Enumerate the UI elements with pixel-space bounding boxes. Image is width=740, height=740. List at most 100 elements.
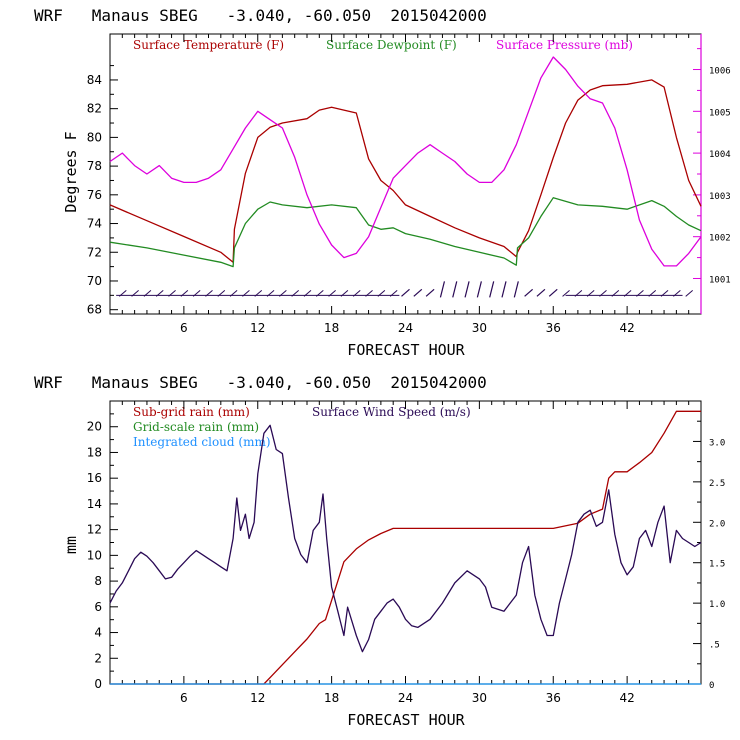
wind-barb bbox=[501, 281, 507, 298]
wind-barb bbox=[180, 289, 189, 297]
x-tick-label: 6 bbox=[180, 691, 188, 705]
wind-barb bbox=[229, 289, 238, 297]
x-tick-label: 6 bbox=[180, 321, 188, 335]
x-tick-label: 36 bbox=[546, 691, 561, 705]
y2-tick-label: 2.5 bbox=[709, 479, 725, 489]
x-tick-label: 18 bbox=[324, 691, 339, 705]
y-tick-label: 78 bbox=[87, 159, 102, 173]
series-line-surface-dewpoint-f bbox=[109, 197, 702, 268]
wind-barb bbox=[279, 289, 287, 297]
wind-barb bbox=[623, 289, 632, 297]
y2-tick-label: 1004 bbox=[709, 150, 731, 160]
y-tick-label: 6 bbox=[94, 600, 102, 614]
y-tick-label: 72 bbox=[87, 245, 102, 259]
wind-barb bbox=[192, 289, 201, 297]
wind-barb bbox=[143, 289, 152, 297]
y-tick-label: 68 bbox=[87, 303, 102, 317]
panel1-y-axis-label: Degrees F bbox=[62, 131, 80, 212]
precip-wind-panel: WRF Manaus SBEG -3.040, -60.050 20150420… bbox=[34, 373, 725, 729]
wind-barb bbox=[328, 289, 336, 297]
x-tick-label: 12 bbox=[250, 691, 265, 705]
y-tick-label: 12 bbox=[87, 523, 102, 537]
y-tick-label: 76 bbox=[87, 188, 102, 202]
wind-barb bbox=[389, 289, 398, 297]
legend-subgrid-rain: Sub-grid rain (mm) bbox=[133, 405, 250, 419]
panel2-y-axis-label: mm bbox=[62, 536, 80, 554]
y2-tick-label: 1003 bbox=[709, 192, 731, 202]
wind-barb bbox=[636, 289, 644, 297]
x-tick-label: 24 bbox=[398, 321, 413, 335]
wind-barb bbox=[673, 289, 681, 297]
wind-barb bbox=[291, 289, 300, 297]
wind-barb bbox=[489, 281, 495, 298]
y-tick-label: 4 bbox=[94, 626, 102, 640]
y2-tick-label: 0 bbox=[709, 681, 714, 691]
x-tick-label: 30 bbox=[472, 321, 487, 335]
x-tick-label: 24 bbox=[398, 691, 413, 705]
y-tick-label: 16 bbox=[87, 471, 102, 485]
y-tick-label: 70 bbox=[87, 274, 102, 288]
y-tick-label: 0 bbox=[94, 677, 102, 691]
wind-barb bbox=[401, 288, 410, 297]
y2-tick-label: 2.0 bbox=[709, 519, 725, 529]
panel2-x-axis-label: FORECAST HOUR bbox=[347, 711, 465, 729]
panel1-x-axis-label: FORECAST HOUR bbox=[347, 341, 465, 359]
y-tick-label: 8 bbox=[94, 574, 102, 588]
wind-barb bbox=[303, 289, 312, 297]
wind-barb bbox=[155, 289, 164, 297]
plot-frame-1 bbox=[109, 33, 702, 315]
y-tick-label: 2 bbox=[94, 651, 102, 665]
wind-barb bbox=[599, 289, 607, 297]
wind-barb bbox=[574, 289, 583, 297]
wind-barb bbox=[377, 289, 386, 297]
y2-tick-label: 1005 bbox=[709, 108, 731, 118]
y-tick-label: 18 bbox=[87, 445, 102, 459]
wind-barb bbox=[352, 289, 361, 297]
y2-tick-label: 1001 bbox=[709, 275, 731, 285]
y2-tick-label: 1.0 bbox=[709, 600, 725, 610]
wind-barb bbox=[685, 289, 694, 297]
wind-barb bbox=[524, 288, 534, 297]
legend-gridscale-rain: Grid-scale rain (mm) bbox=[133, 420, 259, 434]
x-tick-label: 30 bbox=[472, 691, 487, 705]
panel2-title: WRF Manaus SBEG -3.040, -60.050 20150420… bbox=[34, 373, 487, 392]
y-tick-label: 74 bbox=[87, 217, 102, 231]
wind-barb bbox=[562, 289, 570, 297]
series-line-surface-pressure-mb bbox=[109, 56, 702, 267]
wind-barb bbox=[536, 288, 546, 297]
wind-barb bbox=[315, 289, 324, 297]
legend-surface-pressure: Surface Pressure (mb) bbox=[496, 38, 633, 52]
wind-barb bbox=[464, 281, 470, 298]
series-line-surface-wind-speed-m-s bbox=[109, 424, 702, 653]
wind-barb bbox=[548, 288, 558, 297]
wind-barb bbox=[513, 281, 519, 298]
y2-tick-label: .5 bbox=[709, 641, 720, 651]
legend-surface-dewpoint: Surface Dewpoint (F) bbox=[326, 38, 457, 52]
y-tick-label: 14 bbox=[87, 497, 102, 511]
wind-barb bbox=[340, 289, 349, 297]
y2-tick-label: 1002 bbox=[709, 234, 731, 244]
series-line-surface-temperature-f bbox=[109, 79, 702, 263]
legend-integrated-cloud: Integrated cloud (mm) bbox=[133, 435, 271, 449]
y2-tick-label: 1.5 bbox=[709, 560, 725, 570]
wind-barb bbox=[452, 281, 458, 298]
y-tick-label: 20 bbox=[87, 420, 102, 434]
wind-barb bbox=[413, 288, 423, 297]
y-tick-label: 82 bbox=[87, 102, 102, 116]
wind-barb bbox=[660, 289, 669, 297]
wind-barb bbox=[476, 281, 482, 298]
wind-barb bbox=[648, 289, 657, 297]
wind-barb bbox=[365, 289, 373, 297]
y-tick-label: 80 bbox=[87, 130, 102, 144]
temperature-panel: WRF Manaus SBEG -3.040, -60.050 20150420… bbox=[34, 6, 731, 359]
wind-barb bbox=[611, 289, 620, 297]
wind-barb bbox=[254, 289, 263, 297]
y2-tick-label: 1006 bbox=[709, 67, 731, 77]
wind-barb bbox=[168, 289, 176, 297]
wind-barb bbox=[217, 289, 226, 297]
x-tick-label: 42 bbox=[619, 321, 634, 335]
legend-surface-temperature: Surface Temperature (F) bbox=[133, 38, 284, 52]
wind-barb bbox=[266, 289, 275, 297]
wind-barb bbox=[425, 288, 435, 297]
